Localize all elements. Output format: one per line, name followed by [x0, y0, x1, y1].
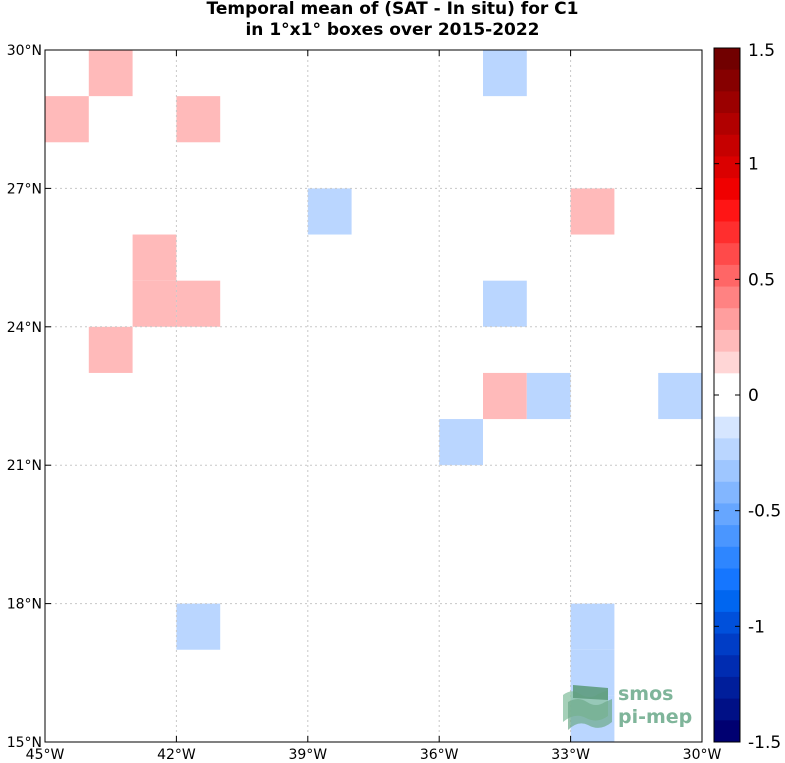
colorbar-segment [714, 373, 740, 396]
colorbar-segment [714, 525, 740, 548]
colorbar-segment [714, 395, 740, 418]
y-axis-ticks: 15°N 18°N 21°N 24°N 27°N 30°N [7, 43, 702, 751]
colorbar-tick-label: 1 [748, 155, 759, 175]
colorbar-segment [714, 590, 740, 613]
colorbar: 1.5 1 0.5 0 -0.5 -1 -1.5 [713, 41, 781, 753]
y-tick-label: 15°N [7, 735, 42, 751]
colorbar-segment [714, 286, 740, 309]
colorbar-tick-label: -1.5 [748, 733, 781, 753]
colorbar-segment [714, 308, 740, 331]
colorbar-segment [714, 134, 740, 157]
colorbar-segment [714, 676, 740, 700]
colorbar-segment [714, 199, 740, 222]
heatmap-cell [307, 188, 352, 235]
heatmap-cell [570, 188, 615, 235]
colorbar-tick-label: -1 [748, 617, 765, 637]
colorbar-segment [714, 481, 740, 504]
logo-text-pi-mep: pi-mep [618, 706, 692, 728]
plot-frame [44, 49, 703, 743]
x-tick-label: 30°W [683, 747, 722, 763]
y-tick-label: 30°N [7, 43, 42, 59]
colorbar-tick-label: 1.5 [748, 41, 775, 61]
y-tick-label: 24°N [7, 320, 42, 336]
smos-pi-mep-logo: smos pi-mep [563, 683, 692, 730]
heatmap-cell [176, 603, 221, 650]
colorbar-segment [714, 178, 740, 201]
colorbar-segment [714, 503, 740, 526]
heatmap-cell [658, 372, 702, 420]
heatmap-cells [45, 50, 702, 742]
y-tick-label: 18°N [7, 597, 42, 613]
colorbar-segment [714, 329, 740, 353]
colorbar-segment [714, 546, 740, 569]
chart-title-line-1: Temporal mean of (SAT - In situ) for C1 [206, 0, 579, 19]
colorbar-segment [714, 460, 740, 483]
heatmap-cell [483, 372, 527, 420]
x-tick-label: 33°W [551, 747, 590, 763]
heatmap-cell [132, 280, 177, 327]
colorbar-segment [714, 48, 740, 71]
colorbar-segment [714, 91, 740, 114]
colorbar-segment [714, 655, 740, 678]
colorbar-segment [714, 720, 740, 743]
heatmap-cell [132, 234, 177, 281]
heatmap-cell [88, 50, 133, 97]
heatmap-cell [570, 603, 615, 650]
x-axis-ticks: 45°W 42°W 39°W 36°W 33°W 30°W [26, 50, 722, 763]
heatmap-cell [526, 372, 571, 420]
heatmap-cell [176, 280, 221, 327]
colorbar-segment [714, 113, 740, 136]
chart-title-line-2: in 1°x1° boxes over 2015-2022 [245, 20, 540, 40]
logo-mark-icon [563, 685, 612, 730]
heatmap-cell [176, 96, 221, 143]
x-tick-label: 42°W [157, 747, 196, 763]
grid-lines [45, 50, 702, 742]
logo-text-smos: smos [618, 683, 673, 705]
heatmap-cell [483, 50, 527, 97]
colorbar-tick-label: 0 [748, 386, 759, 406]
colorbar-segment [714, 156, 740, 179]
colorbar-segment [714, 221, 740, 244]
heatmap-cell [88, 326, 133, 373]
heatmap-cell [483, 280, 527, 327]
heatmap-cell [439, 419, 483, 466]
colorbar-tick-label: 0.5 [748, 270, 775, 290]
colorbar-segment [714, 633, 740, 656]
colorbar-segment [714, 416, 740, 439]
colorbar-segment [714, 243, 740, 266]
colorbar-segment [714, 438, 740, 461]
colorbar-segment [714, 264, 740, 288]
y-tick-label: 27°N [7, 181, 42, 197]
colorbar-segment [714, 69, 740, 92]
y-tick-label: 21°N [7, 458, 42, 474]
colorbar-segment [714, 698, 740, 721]
x-tick-label: 45°W [26, 747, 65, 763]
heatmap-cell [45, 96, 89, 143]
x-tick-label: 36°W [420, 747, 459, 763]
colorbar-segment [714, 351, 740, 374]
colorbar-segment [714, 568, 740, 591]
colorbar-tick-label: -0.5 [748, 502, 781, 522]
x-tick-label: 39°W [288, 747, 327, 763]
colorbar-segment [714, 611, 740, 635]
